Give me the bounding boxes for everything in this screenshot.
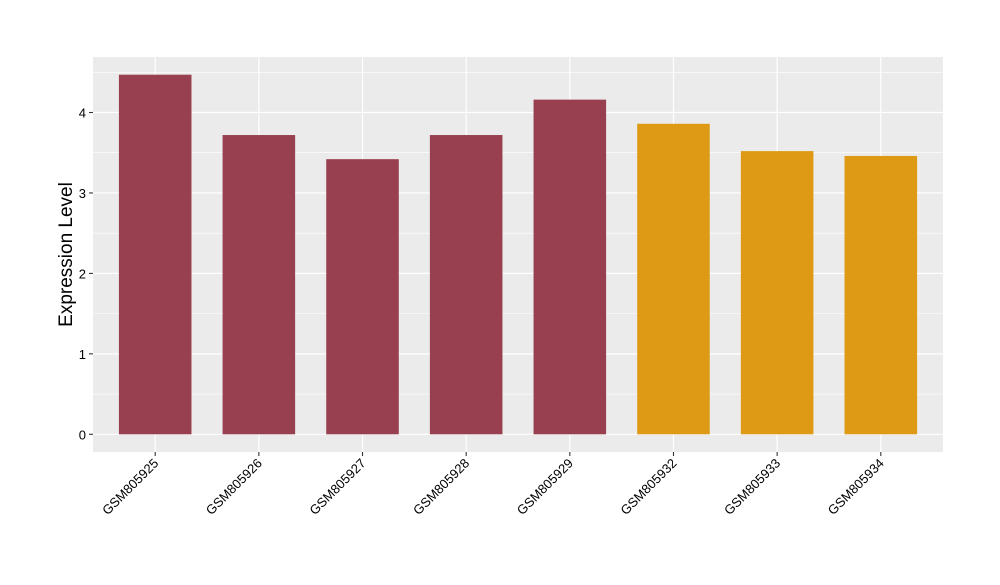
bar-gsm805934: [844, 155, 918, 435]
y-tick-label: 4: [79, 106, 86, 121]
bar-gsm805929: [533, 99, 607, 435]
x-axis: GSM805925 GSM805926 GSM805927 GSM805928 GSM8…: [99, 452, 887, 518]
y-tick-label: 2: [79, 266, 86, 281]
x-tick-label: GSM805934: [825, 456, 887, 518]
x-tick-label: GSM805925: [99, 456, 161, 518]
y-axis-title: Expression Level: [56, 182, 77, 327]
y-axis: 0 1 2 3 4: [79, 106, 93, 442]
y-tick-label: 0: [79, 427, 86, 442]
bar-gsm805932: [637, 123, 710, 435]
plot-panel: [93, 57, 943, 452]
bar-gsm805933: [740, 151, 814, 435]
x-tick-label: GSM805927: [306, 456, 368, 518]
bar-gsm805926: [222, 135, 296, 435]
y-tick-label: 3: [79, 186, 86, 201]
x-tick-label: GSM805932: [617, 456, 679, 518]
bar-gsm805928: [429, 135, 503, 435]
y-tick-label: 1: [79, 347, 86, 362]
bar-gsm805925: [118, 74, 192, 435]
bars: [118, 74, 918, 435]
bar-gsm805927: [326, 159, 399, 435]
x-tick-label: GSM805928: [410, 456, 472, 518]
x-tick-label: GSM805933: [721, 456, 783, 518]
x-tick-label: GSM805929: [514, 456, 576, 518]
x-tick-label: GSM805926: [203, 456, 265, 518]
